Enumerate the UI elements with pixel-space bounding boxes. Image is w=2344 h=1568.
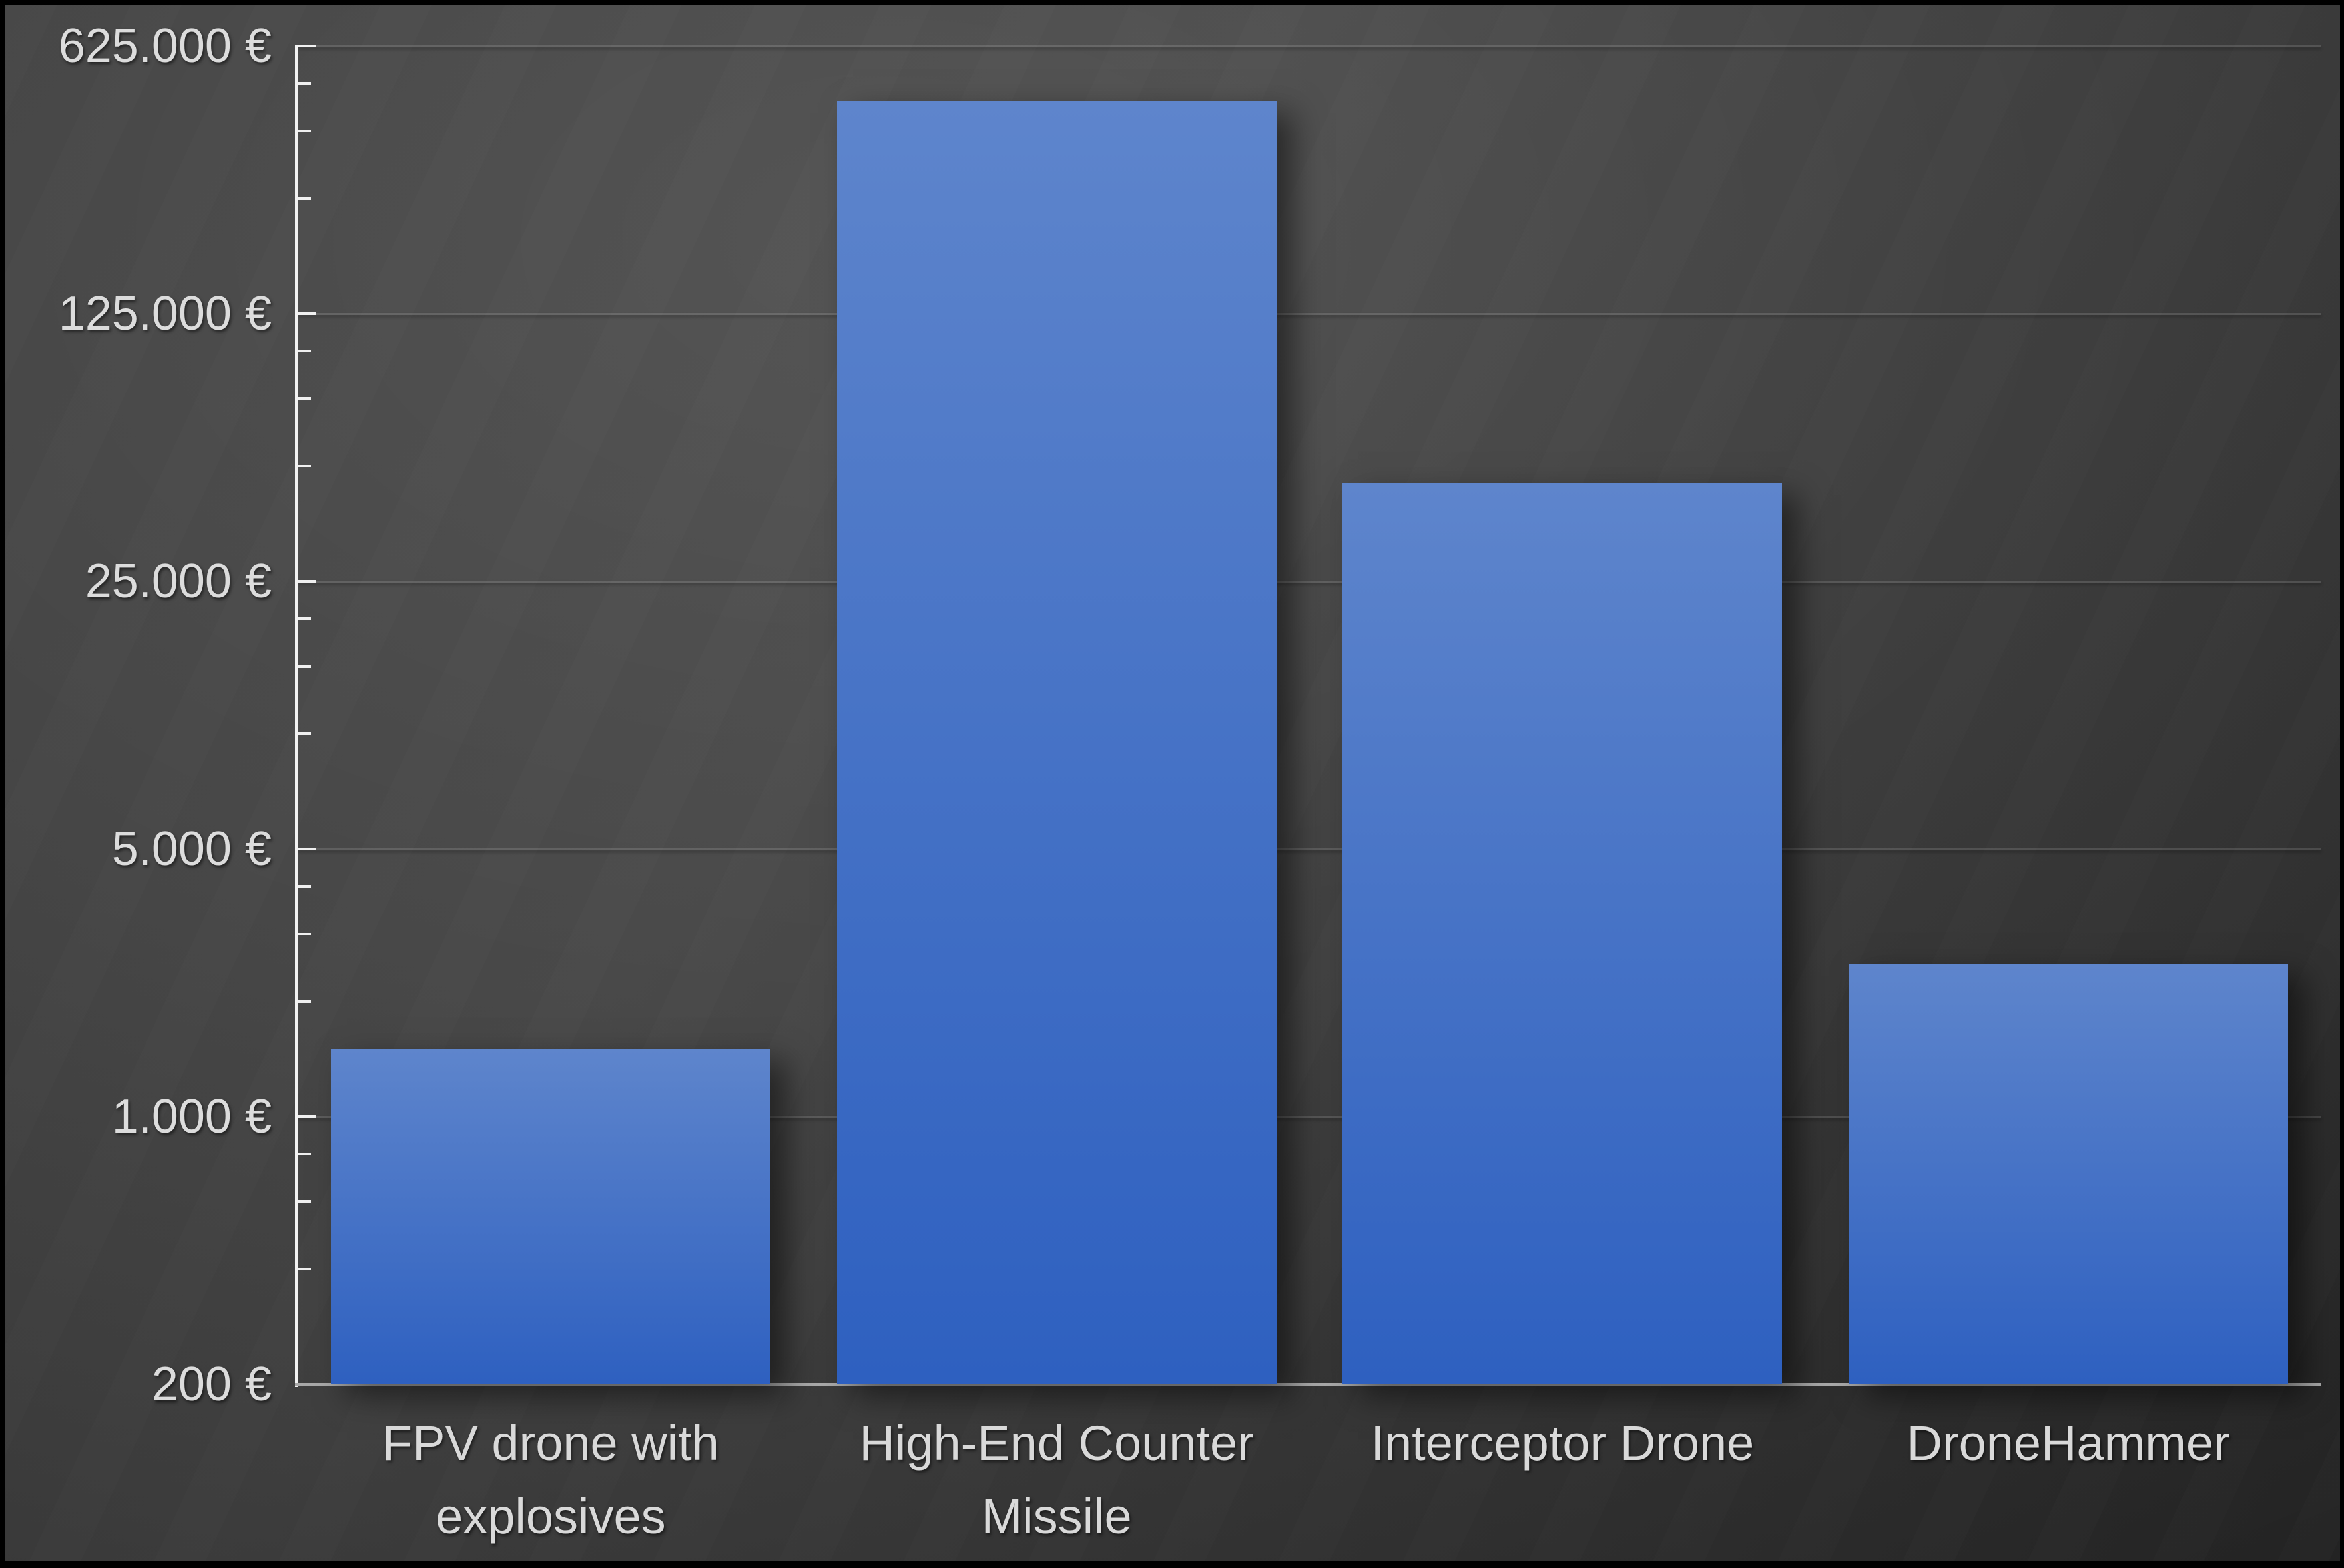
y-axis-minor-tick bbox=[298, 932, 311, 935]
y-axis-minor-tick bbox=[298, 464, 311, 467]
bar-3 bbox=[1342, 483, 1783, 1384]
gridline-25000 bbox=[298, 581, 2321, 583]
y-axis-major-tick bbox=[298, 1115, 316, 1118]
category-label: High-End Counter Missile bbox=[859, 1416, 1254, 1544]
category-label: FPV drone with explosives bbox=[382, 1416, 719, 1544]
y-axis-minor-tick bbox=[298, 664, 311, 668]
y-axis-minor-tick bbox=[298, 617, 311, 620]
y-axis-minor-tick bbox=[298, 196, 311, 200]
y-axis-major-tick bbox=[298, 580, 316, 583]
category-label: DroneHammer bbox=[1906, 1416, 2230, 1471]
y-axis-line bbox=[295, 45, 298, 1387]
category-label: Interceptor Drone bbox=[1370, 1416, 1755, 1471]
y-axis-label: 25.000 € bbox=[85, 555, 272, 608]
y-axis-minor-tick bbox=[298, 1152, 311, 1155]
y-axis-minor-tick bbox=[298, 1267, 311, 1270]
y-axis-minor-tick bbox=[298, 397, 311, 400]
y-axis-label: 125.000 € bbox=[58, 287, 272, 340]
y-axis-minor-tick bbox=[298, 129, 311, 132]
bar-4 bbox=[1849, 964, 2289, 1384]
y-axis-minor-tick bbox=[298, 1200, 311, 1203]
y-axis-major-tick bbox=[298, 848, 316, 850]
gridline-5000 bbox=[298, 848, 2321, 850]
y-axis-label: 200 € bbox=[151, 1358, 272, 1411]
x-axis-baseline bbox=[295, 1383, 2321, 1386]
y-axis-minor-tick bbox=[298, 732, 311, 735]
y-axis-major-tick bbox=[298, 45, 316, 47]
y-axis-minor-tick bbox=[298, 999, 311, 1003]
y-axis-label: 1.000 € bbox=[111, 1090, 272, 1143]
gridline-1000 bbox=[298, 1116, 2321, 1118]
y-axis-label: 5.000 € bbox=[111, 822, 272, 876]
y-axis-minor-tick bbox=[298, 81, 311, 85]
gridline-125000 bbox=[298, 313, 2321, 315]
bar-1 bbox=[330, 1049, 770, 1384]
y-axis-major-tick bbox=[298, 312, 316, 315]
gridline-625000 bbox=[298, 45, 2321, 47]
y-axis-label: 625.000 € bbox=[58, 19, 272, 73]
y-axis-minor-tick bbox=[298, 884, 311, 888]
slide-background: 200 € 1.000 € 5.000 € 25.000 € 125.000 € 625.… bbox=[5, 5, 2340, 1561]
bar-2 bbox=[836, 101, 1277, 1384]
y-axis-minor-tick bbox=[298, 349, 311, 352]
bar-chart: 200 € 1.000 € 5.000 € 25.000 € 125.000 € 625.… bbox=[5, 5, 2340, 1561]
